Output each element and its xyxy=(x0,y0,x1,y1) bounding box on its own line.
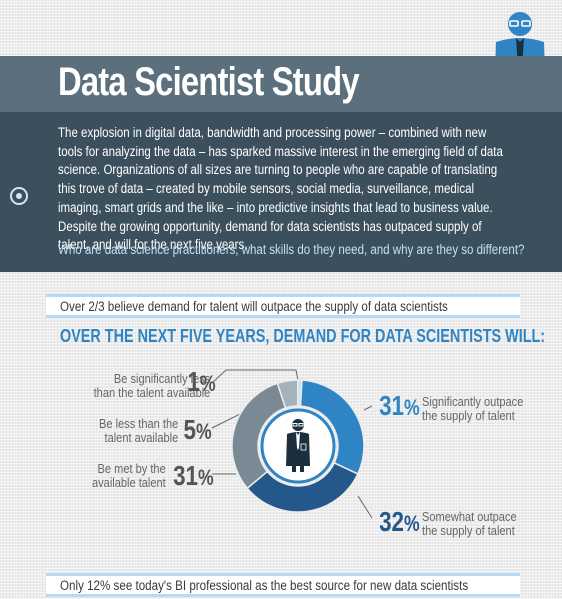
percent-sign: % xyxy=(403,511,420,536)
intro-question: Who are data science practitioners, what… xyxy=(58,242,525,257)
pct-sig-less: 1% xyxy=(188,366,216,398)
pct-some-outpace-value: 32 xyxy=(379,506,404,537)
percent-sign: % xyxy=(403,395,420,420)
percent-sign: % xyxy=(199,371,216,396)
label-sig-outpace-line2: the supply of talent xyxy=(422,408,515,423)
pct-met: 31% xyxy=(173,460,214,492)
bullet-icon xyxy=(10,187,28,205)
label-met-line1: Be met by the xyxy=(97,461,166,476)
pct-sig-outpace: 31% xyxy=(379,390,420,422)
donut-slice-sig-less xyxy=(297,379,303,407)
banner-demand-text: Over 2/3 believe demand for talent will … xyxy=(60,299,448,314)
label-some-outpace-line2: the supply of talent xyxy=(422,523,515,538)
page-title: Data Scientist Study xyxy=(58,60,360,104)
pct-less: 5% xyxy=(184,414,212,446)
pct-some-outpace: 32% xyxy=(379,506,420,538)
intro-text: The explosion in digital data, bandwidth… xyxy=(58,125,503,253)
banner-demand: Over 2/3 believe demand for talent will … xyxy=(46,294,520,318)
label-sig-less-line2: than the talent available xyxy=(93,385,210,400)
label-less-line2: talent available xyxy=(104,430,178,445)
banner-bi: Only 12% see today's BI professional as … xyxy=(46,573,520,597)
label-sig-less: Be significantly less than the talent av… xyxy=(93,372,210,400)
pct-met-value: 31 xyxy=(173,460,198,491)
percent-sign: % xyxy=(197,465,214,490)
banner-bi-text: Only 12% see today's BI professional as … xyxy=(60,578,469,593)
label-met-line2: available talent xyxy=(92,475,166,490)
pct-less-value: 5 xyxy=(183,414,196,445)
pct-sig-less-value: 1 xyxy=(187,366,200,397)
title-band: Data Scientist Study xyxy=(0,56,562,112)
percent-sign: % xyxy=(195,419,212,444)
label-some-outpace: Somewhat outpace the supply of talent xyxy=(422,510,517,538)
pct-sig-outpace-value: 31 xyxy=(379,390,404,421)
center-scientist-icon xyxy=(286,419,310,472)
label-sig-outpace: Significantly outpace the supply of tale… xyxy=(422,395,523,423)
label-sig-outpace-line1: Significantly outpace xyxy=(422,394,524,409)
section-heading: OVER THE NEXT FIVE YEARS, DEMAND FOR DAT… xyxy=(60,326,546,346)
label-met: Be met by the available talent xyxy=(92,462,166,490)
label-sig-less-line1: Be significantly less xyxy=(113,371,210,386)
intro-section: The explosion in digital data, bandwidth… xyxy=(0,112,562,272)
label-some-outpace-line1: Somewhat outpace xyxy=(422,509,517,524)
label-less-line1: Be less than the xyxy=(98,416,178,431)
label-less: Be less than the talent available xyxy=(99,417,178,445)
